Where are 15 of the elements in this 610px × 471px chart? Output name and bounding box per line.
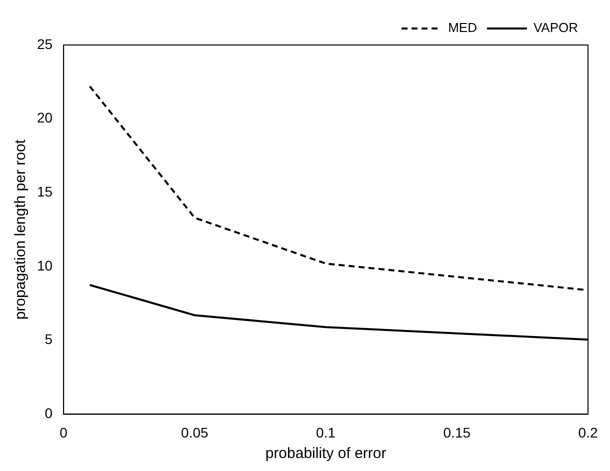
- x-tick-label: 0.2: [578, 424, 598, 440]
- y-tick-label: 25: [36, 36, 53, 52]
- x-tick-label: 0: [60, 424, 68, 440]
- x-tick-label: 0.1: [316, 424, 336, 440]
- y-tick-label: 5: [44, 331, 53, 348]
- y-tick-label: 10: [36, 257, 53, 274]
- legend-label: VAPOR: [533, 20, 578, 36]
- x-tick-label: 0.15: [443, 424, 471, 440]
- y-tick-label: 0: [44, 405, 53, 422]
- y-tick-label: 15: [36, 184, 53, 200]
- x-tick-label: 0.05: [181, 424, 209, 440]
- y-axis-title: propagation length per root: [12, 138, 30, 320]
- x-axis-title: probability of error: [265, 445, 386, 462]
- legend-label: MED: [448, 20, 477, 36]
- y-tick-label: 20: [36, 110, 53, 126]
